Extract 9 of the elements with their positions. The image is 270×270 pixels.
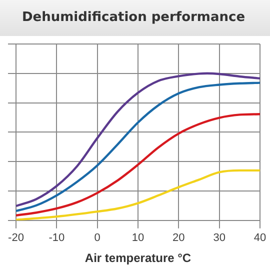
x-tick-label: 20: [172, 232, 185, 244]
x-tick-label: 40: [254, 232, 266, 244]
chart-title: Dehumidification performance: [0, 0, 270, 36]
x-tick-label: 30: [213, 232, 226, 244]
x-tick-label: -10: [48, 232, 65, 244]
x-tick-label: -20: [8, 232, 24, 244]
x-axis-title: Air temperature °C: [84, 251, 192, 266]
x-tick-label: 10: [132, 232, 144, 244]
x-tick-label: 0: [94, 232, 100, 244]
